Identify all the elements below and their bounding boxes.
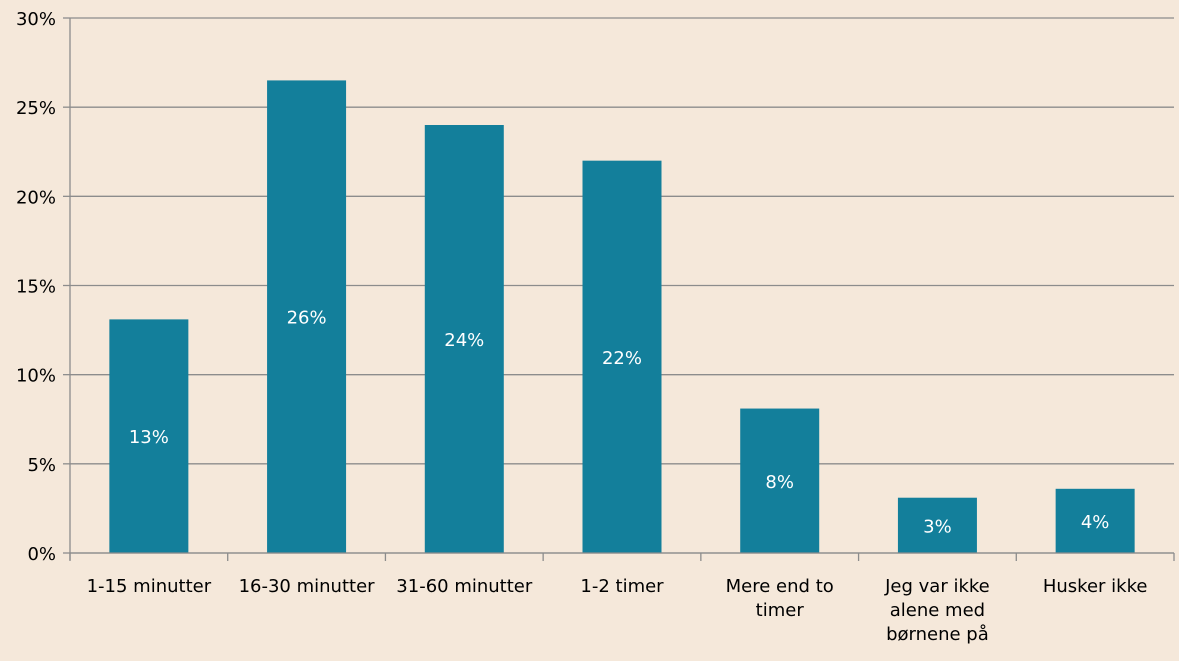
x-tick-label: alene med [890, 600, 985, 621]
x-tick-label: 31-60 minutter [396, 576, 533, 597]
x-tick-label: 16-30 minutter [239, 576, 376, 597]
bar [109, 319, 189, 553]
bar [267, 80, 347, 554]
x-tick-label: 1-2 timer [580, 576, 664, 597]
x-tick-label: børnene på [886, 624, 989, 645]
data-label: 24% [444, 330, 484, 351]
data-label: 8% [765, 472, 794, 493]
bar [1055, 488, 1135, 553]
data-label: 22% [602, 348, 642, 369]
bar [897, 497, 977, 553]
data-label: 13% [129, 427, 169, 448]
y-tick-label: 10% [16, 366, 56, 387]
y-tick-label: 30% [16, 9, 56, 30]
x-tick-label: 1-15 minutter [87, 576, 212, 597]
data-label: 26% [287, 308, 327, 329]
y-tick-label: 0% [27, 544, 56, 565]
y-tick-label: 15% [16, 277, 56, 298]
x-tick-label: Mere end to [726, 576, 834, 597]
y-tick-label: 5% [27, 455, 56, 476]
x-tick-label: timer [756, 600, 805, 621]
bar [740, 408, 820, 553]
x-tick-label: Jeg var ikke [884, 576, 990, 597]
bar [582, 160, 662, 553]
data-label: 3% [923, 516, 952, 537]
data-label: 4% [1081, 512, 1110, 533]
y-tick-label: 25% [16, 98, 56, 119]
bar [424, 125, 504, 553]
x-tick-label: Husker ikke [1043, 576, 1148, 597]
y-tick-label: 20% [16, 187, 56, 208]
